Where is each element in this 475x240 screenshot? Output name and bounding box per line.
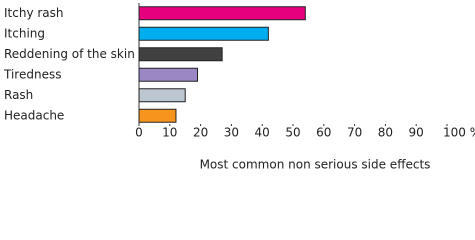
- y-tick-label: Itchy rash: [4, 6, 64, 20]
- x-tick-label: 90: [409, 126, 424, 140]
- x-tick-label: 40: [255, 126, 270, 140]
- x-tick-label: 50: [285, 126, 300, 140]
- x-tick-label: 70: [347, 126, 362, 140]
- x-tick-label: 60: [316, 126, 331, 140]
- x-tick-label: 30: [224, 126, 239, 140]
- y-tick-label: Rash: [4, 88, 33, 102]
- x-tick-label: 80: [378, 126, 393, 140]
- y-tick-label: Tiredness: [3, 67, 61, 81]
- bar: [138, 88, 186, 103]
- x-tick-label: 10: [162, 126, 177, 140]
- bar: [138, 108, 177, 123]
- bar: [138, 26, 269, 41]
- y-tick-label: Itching: [4, 26, 45, 40]
- bar: [138, 47, 223, 62]
- y-tick-label: Reddening of the skin: [4, 47, 135, 61]
- x-tick-label: 20: [193, 126, 208, 140]
- x-axis-label: Most common non serious side effects: [200, 158, 431, 172]
- chart: Most common non serious side effects 0 10…: [3, 3, 475, 172]
- x-tick-label: 0: [135, 126, 143, 140]
- x-tick-label: 100 %: [443, 126, 475, 140]
- y-tick-label: Headache: [4, 108, 64, 122]
- bar: [138, 67, 199, 82]
- bar: [138, 6, 306, 21]
